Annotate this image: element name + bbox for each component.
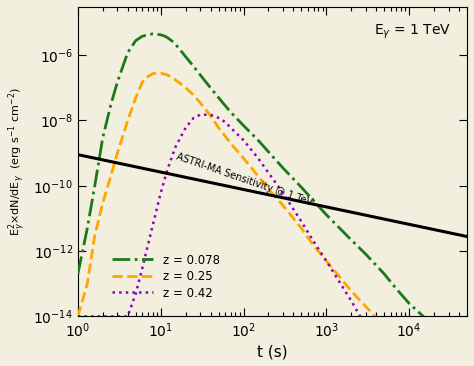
Text: E$_{\gamma}$ = 1 TeV: E$_{\gamma}$ = 1 TeV: [374, 22, 452, 41]
Legend: z = 0.078, z = 0.25, z = 0.42: z = 0.078, z = 0.25, z = 0.42: [107, 249, 224, 305]
X-axis label: t (s): t (s): [257, 344, 288, 359]
Y-axis label: E$_{\gamma}^2$$\times$dN/dE$_{\gamma}$  (erg s$^{-1}$ cm$^{-2}$): E$_{\gamma}^2$$\times$dN/dE$_{\gamma}$ (…: [7, 87, 29, 236]
Text: ASTRI-MA Sensitivity @ 1 TeV: ASTRI-MA Sensitivity @ 1 TeV: [175, 152, 314, 208]
